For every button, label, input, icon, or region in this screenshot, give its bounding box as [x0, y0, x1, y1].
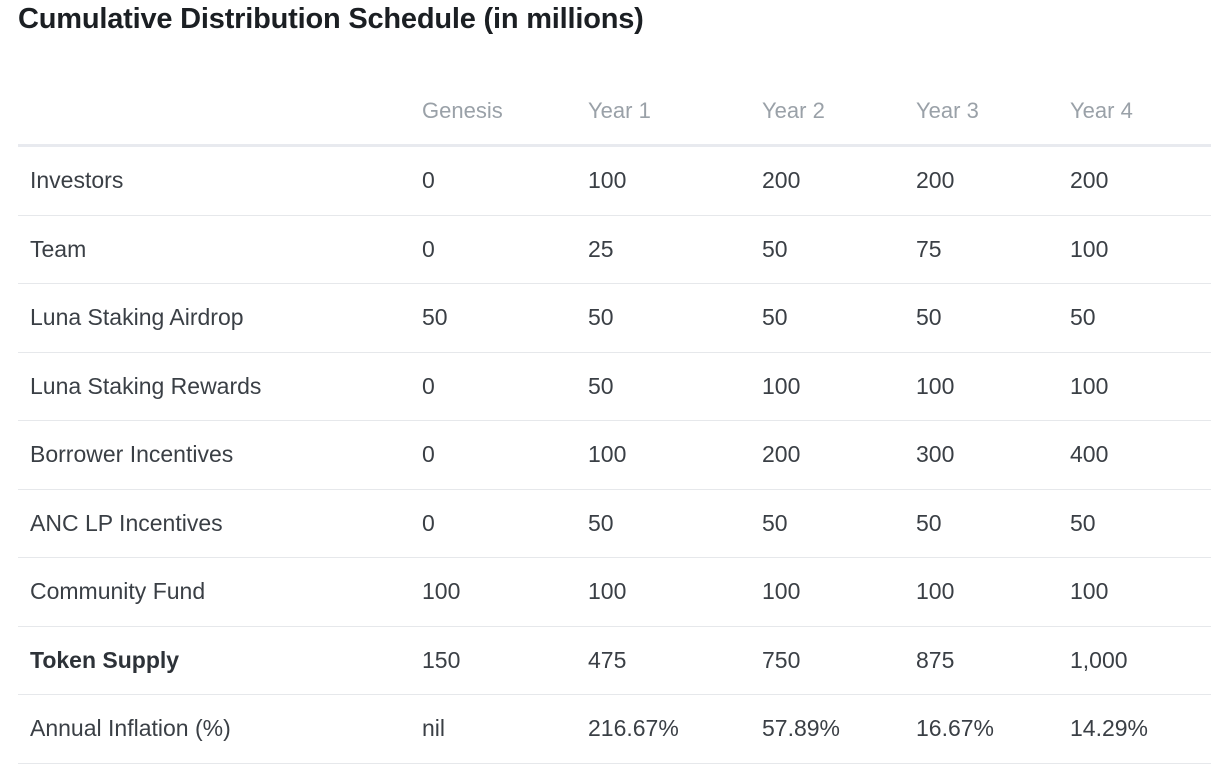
table-row: ANC LP Incentives 0 50 50 50 50 [18, 489, 1211, 558]
row-label: Luna Staking Rewards [18, 352, 410, 421]
table-cell: 875 [904, 626, 1058, 695]
distribution-table-container: Genesis Year 1 Year 2 Year 3 Year 4 Inve… [18, 78, 1211, 764]
table-cell: 100 [750, 352, 904, 421]
table-cell: 200 [904, 145, 1058, 216]
table-cell: 50 [904, 283, 1058, 353]
table-row: Luna Staking Airdrop 50 50 50 50 50 [18, 283, 1211, 353]
page-title: Cumulative Distribution Schedule (in mil… [18, 3, 644, 35]
table-row: Investors 0 100 200 200 200 [18, 145, 1211, 216]
table-cell: 50 [750, 489, 904, 558]
table-cell: 0 [410, 352, 576, 421]
table-cell: 750 [750, 626, 904, 695]
table-cell: 0 [410, 215, 576, 284]
table-cell: 50 [750, 283, 904, 353]
table-cell: 16.67% [904, 694, 1058, 764]
table-cell: 100 [576, 145, 750, 216]
table-cell: nil [410, 694, 576, 764]
header-cell-year-1: Year 1 [576, 78, 750, 147]
table-cell: 57.89% [750, 694, 904, 764]
row-label: Investors [18, 145, 410, 216]
table-cell: 100 [1058, 352, 1211, 421]
table-cell: 0 [410, 145, 576, 216]
table-cell: 150 [410, 626, 576, 695]
table-cell: 1,000 [1058, 626, 1211, 695]
table-cell: 100 [1058, 557, 1211, 627]
header-cell-year-3: Year 3 [904, 78, 1058, 147]
table-cell: 475 [576, 626, 750, 695]
table-row: Community Fund 100 100 100 100 100 [18, 557, 1211, 627]
table-cell: 100 [904, 557, 1058, 627]
table-cell: 100 [1058, 215, 1211, 284]
table-cell: 100 [904, 352, 1058, 421]
distribution-table: Genesis Year 1 Year 2 Year 3 Year 4 Inve… [18, 78, 1211, 764]
table-cell: 50 [750, 215, 904, 284]
table-cell: 200 [750, 145, 904, 216]
row-label: Borrower Incentives [18, 420, 410, 490]
table-cell: 100 [410, 557, 576, 627]
table-cell: 0 [410, 489, 576, 558]
row-label: Luna Staking Airdrop [18, 283, 410, 353]
table-row-total: Token Supply 150 475 750 875 1,000 [18, 626, 1211, 695]
table-cell: 300 [904, 420, 1058, 490]
header-cell-year-2: Year 2 [750, 78, 904, 147]
table-cell: 100 [576, 557, 750, 627]
table-cell: 216.67% [576, 694, 750, 764]
table-row: Borrower Incentives 0 100 200 300 400 [18, 420, 1211, 490]
row-label: Community Fund [18, 557, 410, 627]
header-cell-year-4: Year 4 [1058, 78, 1211, 147]
table-cell: 75 [904, 215, 1058, 284]
table-cell: 200 [1058, 145, 1211, 216]
table-cell: 50 [576, 489, 750, 558]
table-cell: 0 [410, 420, 576, 490]
table-row: Luna Staking Rewards 0 50 100 100 100 [18, 352, 1211, 421]
table-cell: 50 [1058, 489, 1211, 558]
row-label: ANC LP Incentives [18, 489, 410, 558]
table-cell: 50 [904, 489, 1058, 558]
table-cell: 400 [1058, 420, 1211, 490]
table-cell: 200 [750, 420, 904, 490]
table-cell: 100 [576, 420, 750, 490]
table-cell: 25 [576, 215, 750, 284]
table-cell: 50 [1058, 283, 1211, 353]
table-body: Investors 0 100 200 200 200 Team 0 25 50… [18, 145, 1211, 764]
row-label: Token Supply [18, 626, 410, 695]
row-label: Annual Inflation (%) [18, 694, 410, 764]
table-cell: 100 [750, 557, 904, 627]
table-row: Annual Inflation (%) nil 216.67% 57.89% … [18, 694, 1211, 764]
header-cell-genesis: Genesis [410, 78, 576, 147]
table-cell: 50 [410, 283, 576, 353]
table-header-row: Genesis Year 1 Year 2 Year 3 Year 4 [18, 78, 1211, 147]
table-cell: 50 [576, 283, 750, 353]
table-cell: 14.29% [1058, 694, 1211, 764]
table-row: Team 0 25 50 75 100 [18, 215, 1211, 284]
header-cell-label [18, 78, 410, 147]
row-label: Team [18, 215, 410, 284]
table-cell: 50 [576, 352, 750, 421]
